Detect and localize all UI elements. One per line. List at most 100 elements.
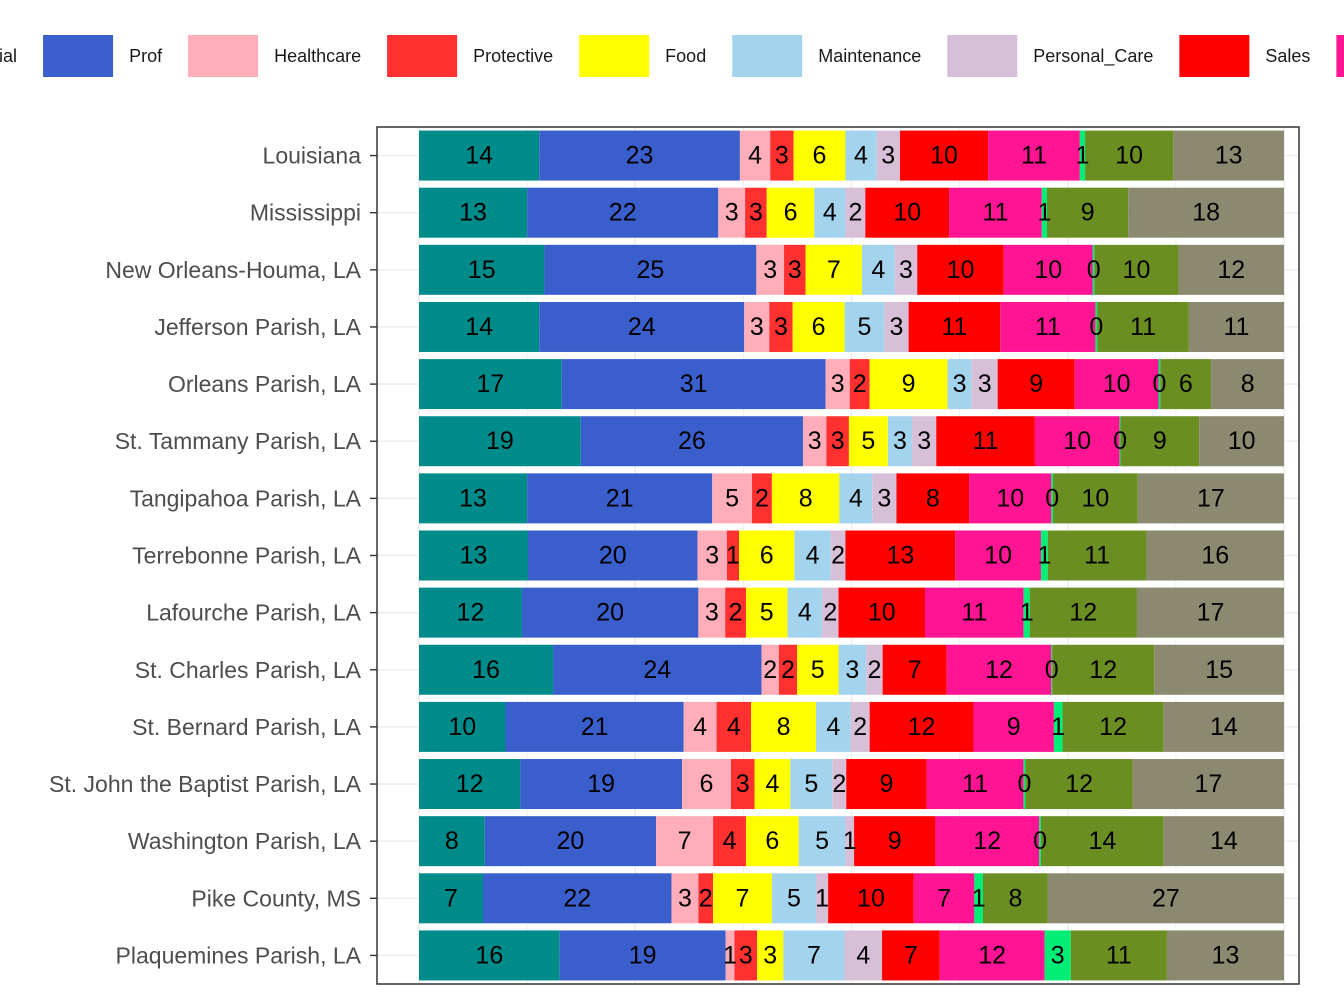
data-label: 7 xyxy=(678,827,692,855)
data-label: 24 xyxy=(628,313,656,341)
bar-segment-food xyxy=(766,187,815,238)
data-label: 19 xyxy=(587,770,615,798)
bar-segment-food xyxy=(805,244,862,295)
bar-segment-office xyxy=(955,530,1041,581)
bar-segment-maintenance xyxy=(790,759,833,810)
bar-segment-prof xyxy=(544,244,757,295)
bar-segment-sales xyxy=(882,930,940,981)
category-label: Orleans Parish, LA xyxy=(168,371,362,397)
bar-segment-series-9 xyxy=(1119,416,1121,467)
data-label: 4 xyxy=(798,599,812,627)
bar-segment-series-11 xyxy=(1199,416,1284,467)
bar-segment-protective xyxy=(849,359,870,410)
bar-segment-series-11 xyxy=(1178,244,1284,295)
data-label: 11 xyxy=(973,427,999,455)
legend-label-prof: Prof xyxy=(129,46,163,66)
bar-segment-managerial xyxy=(419,701,506,752)
data-label: 0 xyxy=(1033,827,1047,855)
bar-segment-healthcare xyxy=(739,130,771,181)
data-label: 6 xyxy=(760,542,774,570)
data-label: 6 xyxy=(813,142,827,170)
data-label: 13 xyxy=(459,199,487,227)
bar-segment-series-10 xyxy=(1040,816,1164,867)
data-label: 22 xyxy=(609,199,637,227)
bar-segment-healthcare xyxy=(697,530,727,581)
data-label: 19 xyxy=(629,941,657,969)
data-label: 17 xyxy=(476,370,504,398)
data-label: 5 xyxy=(861,427,875,455)
data-label: 15 xyxy=(1205,656,1233,684)
bar-segment-maintenance xyxy=(845,130,877,181)
data-label: 12 xyxy=(457,599,485,627)
data-label: 3 xyxy=(736,770,750,798)
data-label: 9 xyxy=(1153,427,1167,455)
bar-segment-managerial xyxy=(419,873,484,924)
bar-segment-protective xyxy=(752,473,772,524)
bar-segment-managerial xyxy=(419,816,485,867)
data-label: 4 xyxy=(826,713,840,741)
bar-segment-series-10 xyxy=(1062,701,1164,752)
data-label: 5 xyxy=(858,313,872,341)
bar-segment-series-10 xyxy=(1120,416,1200,467)
bar-segment-personal-care xyxy=(876,130,900,181)
bar-segment-sales xyxy=(882,644,947,695)
data-label: 1 xyxy=(1020,599,1034,627)
bar-segment-protective xyxy=(725,587,746,638)
data-label: 10 xyxy=(930,142,958,170)
data-label: 5 xyxy=(811,656,825,684)
data-label: 31 xyxy=(680,370,708,398)
data-label: 6 xyxy=(765,827,779,855)
bar-segment-personal-care xyxy=(816,873,829,924)
bar-segment-maintenance xyxy=(814,187,846,238)
bar-segment-sales xyxy=(846,759,927,810)
data-label: 1 xyxy=(815,884,829,912)
data-label: 10 xyxy=(1063,427,1091,455)
data-label: 23 xyxy=(626,142,654,170)
bar-segment-series-9 xyxy=(1079,130,1086,181)
bar-segment-personal-care xyxy=(845,187,866,238)
bar-segment-food xyxy=(745,587,788,638)
bar-segment-maintenance xyxy=(947,359,972,410)
data-label: 3 xyxy=(831,427,845,455)
data-label: 2 xyxy=(853,713,867,741)
y-axis: Louisiana Mississippi New Orleans-Houma, L… xyxy=(49,143,377,968)
bar-segment-food xyxy=(713,873,772,924)
data-label: 1 xyxy=(972,884,986,912)
data-label: 14 xyxy=(465,142,493,170)
data-label: 27 xyxy=(1152,884,1180,912)
bar-segment-managerial xyxy=(419,530,528,581)
category-label: St. Charles Parish, LA xyxy=(135,657,362,683)
category-label: Washington Parish, LA xyxy=(128,828,362,854)
category-label: St. Tammany Parish, LA xyxy=(115,428,362,454)
plot-panel-border xyxy=(376,126,1300,985)
bar-segment-series-10 xyxy=(982,873,1048,924)
category-label: New Orleans-Houma, LA xyxy=(105,257,361,283)
data-label: 3 xyxy=(893,427,907,455)
legend-key-personal-care xyxy=(947,35,1018,77)
bar-segment-personal-care xyxy=(912,416,937,467)
bar-segment-series-9 xyxy=(974,873,983,924)
data-label: 17 xyxy=(1197,484,1225,512)
bar-segment-maintenance xyxy=(783,930,845,981)
bar-segment-managerial xyxy=(419,587,522,638)
bar-segment-sales xyxy=(936,416,1035,467)
bar-segment-office xyxy=(913,873,975,924)
bar-segment-maintenance xyxy=(787,587,823,638)
bar-segment-office xyxy=(973,701,1054,752)
data-label: 9 xyxy=(1007,713,1021,741)
data-label: 1 xyxy=(1037,199,1051,227)
bar-segment-series-10 xyxy=(1029,587,1137,638)
category-label: Tangipahoa Parish, LA xyxy=(130,485,362,511)
data-label: 4 xyxy=(823,199,837,227)
bar-segment-personal-care xyxy=(884,301,909,352)
bar-segment-maintenance xyxy=(839,473,873,524)
data-label: 12 xyxy=(1089,656,1117,684)
bar-segment-protective xyxy=(734,930,758,981)
legend-label-personal-care: Personal_Care xyxy=(1033,46,1153,67)
bar-segment-maintenance xyxy=(771,873,817,924)
data-label: 13 xyxy=(459,484,487,512)
data-label: 2 xyxy=(831,542,845,570)
data-label: 0 xyxy=(1045,656,1059,684)
